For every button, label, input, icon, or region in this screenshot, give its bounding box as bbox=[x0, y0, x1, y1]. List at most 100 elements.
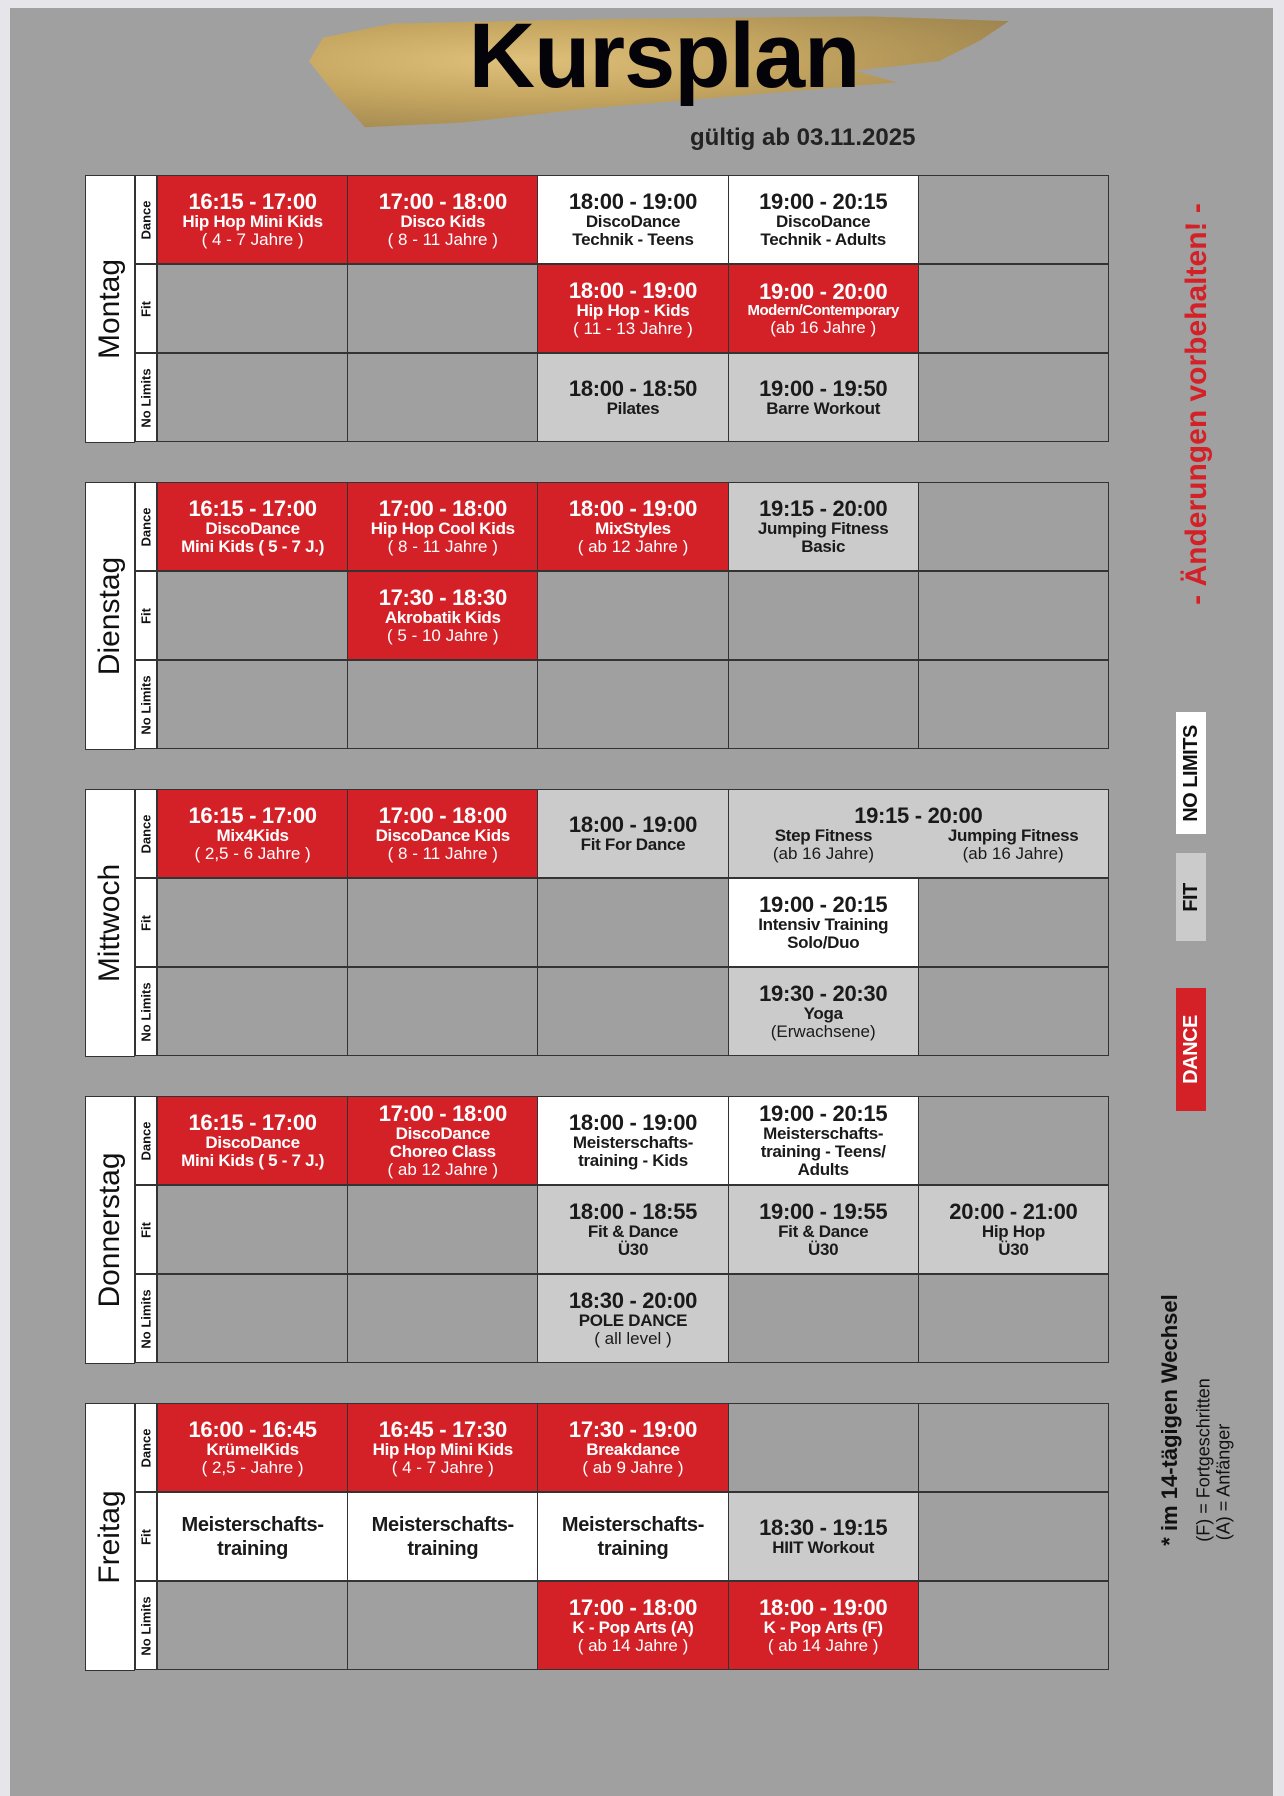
course-cell: 18:00 - 19:00 K - Pop Arts (F)( ab 14 Jah… bbox=[727, 1581, 919, 1670]
course-name: Pilates bbox=[606, 399, 660, 419]
course-age: ( ab 14 Jahre ) bbox=[577, 1636, 689, 1656]
course-cell: 17:00 - 18:00 Hip Hop Cool Kids( 8 - 11 J… bbox=[347, 482, 539, 571]
course-name: Mix4Kids bbox=[216, 826, 289, 846]
empty-slot bbox=[917, 1492, 1109, 1581]
course-cell: 16:15 - 17:00 DiscoDance Mini Kids ( 5 - 7… bbox=[157, 482, 349, 571]
course-time: 18:00 - 19:00 bbox=[759, 1595, 888, 1621]
category-label: Fit bbox=[135, 1492, 157, 1581]
empty-slot bbox=[347, 353, 539, 442]
course-cell: 19:00 - 19:50 Barre Workout bbox=[727, 353, 919, 442]
empty-slot bbox=[727, 1403, 919, 1492]
course-name: Meisterschafts- bbox=[763, 1124, 884, 1144]
course-cell: 19:30 - 20:30 Yoga (Erwachsene) bbox=[727, 967, 919, 1056]
course-cell: 18:00 - 19:00 Hip Hop - Kids( 11 - 13 Jah… bbox=[537, 264, 729, 353]
course-cell: 18:30 - 19:15 HIIT Workout bbox=[727, 1492, 919, 1581]
category-label: Dance bbox=[135, 1096, 157, 1185]
course-age: ( 4 - 7 Jahre ) bbox=[201, 230, 304, 250]
course-time: 19:00 - 20:00 bbox=[759, 279, 888, 305]
course-name: Technik - Adults bbox=[760, 230, 886, 250]
course-name: training - Kids bbox=[578, 1151, 688, 1171]
course-age: (Erwachsene) bbox=[770, 1022, 876, 1042]
course-cell: 19:15 - 20:00 Step Fitness (ab 16 Jahre) Ju… bbox=[727, 789, 1109, 878]
empty-slot bbox=[347, 878, 539, 967]
category-name: No Limits bbox=[138, 1288, 154, 1349]
empty-slot bbox=[917, 571, 1109, 660]
empty-slot bbox=[727, 571, 919, 660]
course-name: Modern/Contemporary bbox=[747, 302, 900, 320]
course-cell: 19:00 - 20:15 Meisterschafts-training - T… bbox=[727, 1096, 919, 1185]
course-name: POLE DANCE bbox=[578, 1311, 688, 1331]
empty-slot bbox=[917, 1581, 1109, 1670]
day-name: Donnerstag bbox=[93, 1152, 126, 1308]
course-time: 17:30 - 18:30 bbox=[378, 585, 507, 611]
category-label: No Limits bbox=[135, 660, 157, 749]
empty-slot bbox=[157, 660, 349, 749]
empty-slot bbox=[157, 571, 349, 660]
course-cell: 17:00 - 18:00 K - Pop Arts (A)( ab 14 Jah… bbox=[537, 1581, 729, 1670]
course-time: 18:00 - 19:00 bbox=[568, 189, 698, 215]
course-name: DiscoDance bbox=[776, 212, 871, 232]
course-time: 17:30 - 19:00 bbox=[568, 1417, 698, 1443]
empty-slot bbox=[157, 1185, 349, 1274]
course-time: 16:00 - 16:45 bbox=[188, 1417, 317, 1443]
course-name: Hip Hop - Kids bbox=[576, 301, 690, 321]
category-name: No Limits bbox=[138, 674, 154, 735]
course-age: (ab 16 Jahre) bbox=[772, 844, 874, 864]
course-name: Fit For Dance bbox=[580, 835, 686, 855]
empty-slot bbox=[347, 1185, 539, 1274]
course-name: K - Pop Arts (A) bbox=[572, 1618, 694, 1638]
category-label: Fit bbox=[135, 1185, 157, 1274]
category-label: Dance bbox=[135, 789, 157, 878]
course-name: Jumping Fitness bbox=[947, 826, 1079, 846]
empty-slot bbox=[917, 878, 1109, 967]
course-name: Hip Hop Mini Kids bbox=[182, 212, 323, 232]
legend-label: DANCE bbox=[1179, 1015, 1202, 1084]
category-label: No Limits bbox=[135, 1274, 157, 1363]
day-label: Freitag bbox=[85, 1403, 135, 1671]
empty-slot bbox=[917, 353, 1109, 442]
note-alternating: * im 14-tägigen Wechsel bbox=[1157, 1294, 1182, 1546]
day-block-donnerstag: Donnerstag Dance 16:15 - 17:00 DiscoDance Mi… bbox=[85, 1096, 1109, 1364]
empty-slot bbox=[727, 660, 919, 749]
course-time: 17:00 - 18:00 bbox=[378, 189, 507, 215]
course-name: KrümelKids bbox=[206, 1440, 299, 1460]
course-name: Meisterschafts- bbox=[181, 1513, 324, 1536]
course-age: ( 5 - 10 Jahre ) bbox=[387, 626, 499, 646]
day-block-mittwoch: Mittwoch Dance 16:15 - 17:00 Mix4Kids( 2,5 … bbox=[85, 789, 1109, 1057]
course-cell: 19:00 - 20:15 Intensiv Training Solo/Duo bbox=[727, 878, 919, 967]
course-time: 16:45 - 17:30 bbox=[378, 1417, 507, 1443]
course-age: ( 2,5 - Jahre ) bbox=[201, 1458, 304, 1478]
category-label: No Limits bbox=[135, 967, 157, 1056]
course-time: 18:00 - 19:00 bbox=[568, 1110, 698, 1136]
course-name: training bbox=[597, 1537, 669, 1560]
course-name: DiscoDance bbox=[585, 212, 681, 232]
course-name: Fit & Dance bbox=[778, 1222, 869, 1242]
day-block-freitag: Freitag Dance 16:00 - 16:45 KrümelKids( 2,5… bbox=[85, 1403, 1109, 1671]
day-name: Montag bbox=[93, 258, 126, 360]
course-name: Meisterschafts- bbox=[561, 1513, 705, 1536]
legend-dance: DANCE bbox=[1176, 988, 1206, 1111]
course-name: MixStyles bbox=[595, 519, 671, 539]
course-cell: Meisterschafts-training bbox=[537, 1492, 729, 1581]
course-age: ( 2,5 - 6 Jahre ) bbox=[194, 844, 311, 864]
empty-slot bbox=[157, 1274, 349, 1363]
category-name: No Limits bbox=[138, 981, 154, 1042]
course-time: 16:15 - 17:00 bbox=[188, 496, 317, 522]
course-time: 19:00 - 20:15 bbox=[759, 892, 888, 918]
category-name: Dance bbox=[138, 199, 154, 240]
course-cell: 16:15 - 17:00 Mix4Kids( 2,5 - 6 Jahre ) bbox=[157, 789, 349, 878]
course-time: 18:00 - 18:50 bbox=[568, 376, 698, 402]
course-time: 16:15 - 17:00 bbox=[188, 803, 317, 829]
category-name: Dance bbox=[138, 506, 154, 547]
day-block-dienstag: Dienstag Dance 16:15 - 17:00 DiscoDance Mini… bbox=[85, 482, 1109, 750]
course-name: Step Fitness bbox=[774, 826, 873, 846]
empty-slot bbox=[537, 660, 729, 749]
empty-slot bbox=[157, 264, 349, 353]
category-label: No Limits bbox=[135, 1581, 157, 1670]
course-cell: 17:00 - 18:00 DiscoDance Kids( 8 - 11 Jah… bbox=[347, 789, 539, 878]
day-name: Mittwoch bbox=[93, 863, 126, 983]
category-name: Fit bbox=[138, 1221, 154, 1238]
course-name: Yoga bbox=[803, 1004, 843, 1024]
empty-slot bbox=[157, 878, 349, 967]
category-label: Fit bbox=[135, 264, 157, 353]
